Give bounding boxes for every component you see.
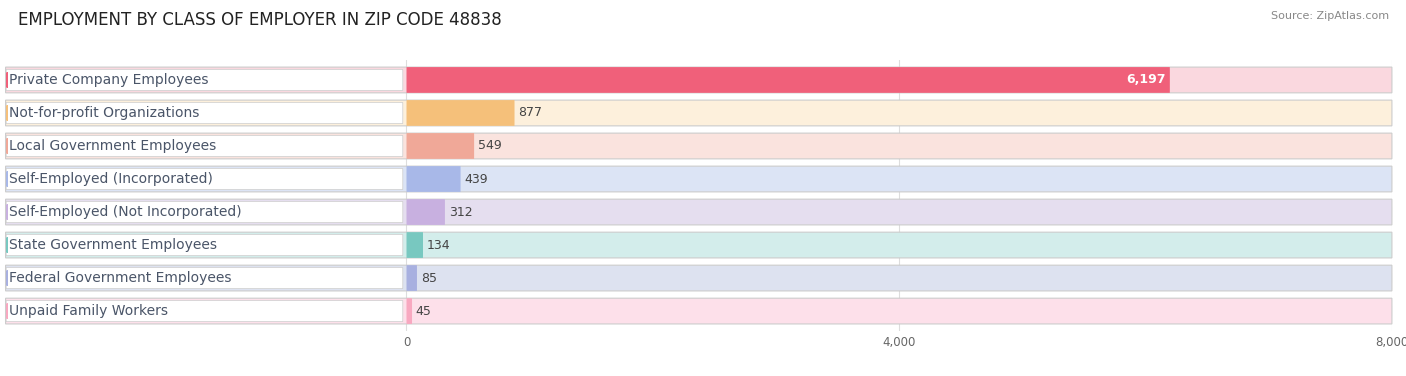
- Text: 439: 439: [464, 173, 488, 185]
- FancyBboxPatch shape: [406, 265, 418, 291]
- FancyBboxPatch shape: [6, 232, 1392, 258]
- FancyBboxPatch shape: [6, 100, 1392, 126]
- Text: 877: 877: [519, 106, 543, 120]
- Text: 45: 45: [416, 305, 432, 318]
- FancyBboxPatch shape: [406, 199, 444, 225]
- FancyBboxPatch shape: [406, 232, 423, 258]
- FancyBboxPatch shape: [406, 166, 461, 192]
- Text: Federal Government Employees: Federal Government Employees: [8, 271, 231, 285]
- Text: EMPLOYMENT BY CLASS OF EMPLOYER IN ZIP CODE 48838: EMPLOYMENT BY CLASS OF EMPLOYER IN ZIP C…: [18, 11, 502, 29]
- FancyBboxPatch shape: [6, 300, 402, 321]
- Text: Private Company Employees: Private Company Employees: [8, 73, 208, 87]
- Text: 312: 312: [449, 206, 472, 218]
- Text: 134: 134: [426, 238, 450, 252]
- Text: 6,197: 6,197: [1126, 73, 1166, 86]
- Text: Source: ZipAtlas.com: Source: ZipAtlas.com: [1271, 11, 1389, 21]
- FancyBboxPatch shape: [6, 202, 402, 223]
- Text: Not-for-profit Organizations: Not-for-profit Organizations: [8, 106, 200, 120]
- FancyBboxPatch shape: [406, 100, 515, 126]
- Text: Local Government Employees: Local Government Employees: [8, 139, 217, 153]
- FancyBboxPatch shape: [6, 265, 1392, 291]
- FancyBboxPatch shape: [406, 298, 412, 324]
- FancyBboxPatch shape: [6, 133, 1392, 159]
- FancyBboxPatch shape: [6, 67, 1392, 93]
- FancyBboxPatch shape: [6, 267, 402, 289]
- FancyBboxPatch shape: [6, 102, 402, 124]
- FancyBboxPatch shape: [406, 67, 1170, 93]
- FancyBboxPatch shape: [406, 133, 474, 159]
- FancyBboxPatch shape: [6, 70, 402, 91]
- Text: Unpaid Family Workers: Unpaid Family Workers: [8, 304, 167, 318]
- Text: Self-Employed (Incorporated): Self-Employed (Incorporated): [8, 172, 212, 186]
- Text: 549: 549: [478, 139, 502, 153]
- FancyBboxPatch shape: [6, 168, 402, 190]
- FancyBboxPatch shape: [6, 199, 1392, 225]
- Text: State Government Employees: State Government Employees: [8, 238, 217, 252]
- FancyBboxPatch shape: [6, 135, 402, 156]
- FancyBboxPatch shape: [6, 235, 402, 256]
- FancyBboxPatch shape: [6, 298, 1392, 324]
- Text: 85: 85: [420, 271, 437, 285]
- FancyBboxPatch shape: [6, 166, 1392, 192]
- Text: Self-Employed (Not Incorporated): Self-Employed (Not Incorporated): [8, 205, 242, 219]
